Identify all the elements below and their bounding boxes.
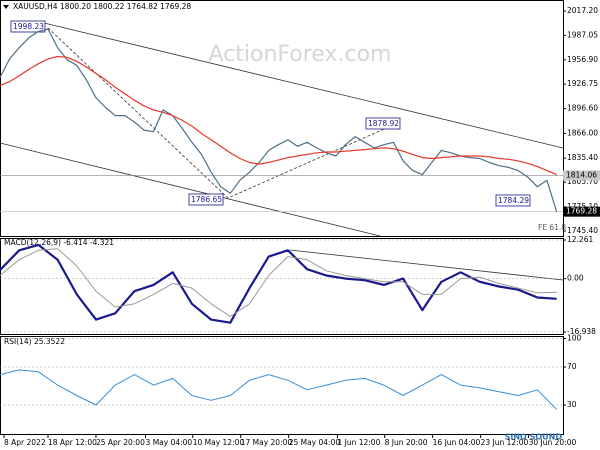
y-tick-label: 1866.00	[567, 128, 598, 137]
series-line	[0, 243, 557, 324]
y-tick-label: -16.938	[567, 327, 596, 336]
label-box	[365, 117, 401, 130]
price-tag	[563, 206, 600, 217]
channel-lower	[0, 142, 381, 237]
price-tag	[563, 170, 600, 181]
annotation: 1786.65	[191, 195, 222, 204]
logo: SINO SOUND	[505, 433, 563, 442]
label-box	[188, 193, 224, 206]
annotations: 1998.23 1786.65 1878.92 1784.29 FE 61.8	[10, 20, 566, 232]
label-box	[495, 194, 531, 207]
price-panel	[0, 0, 564, 237]
x-tick-label: 1 Jun 12:00	[337, 438, 380, 447]
x-tick-label: 25 Apr 20:00	[96, 438, 145, 447]
annotation: 1784.29	[498, 196, 529, 205]
x-tick-label: 23 Jun 12:00	[481, 438, 529, 447]
y-tick-label: 2017.20	[567, 6, 598, 15]
x-tick-label: 10 May 12:00	[193, 438, 245, 447]
y-tick-label: 70	[567, 362, 577, 371]
price-tag-label: 1814.06	[566, 170, 597, 179]
x-tick-label: 25 May 04:00	[289, 438, 341, 447]
y-tick-label: 1896.60	[567, 104, 598, 113]
annotation: 1878.92	[368, 119, 399, 128]
x-tick-label: 16 Jun 04:00	[433, 438, 481, 447]
y-tick-label: 1987.05	[567, 30, 598, 39]
y-tick-label: 0.00	[567, 274, 584, 283]
macd-panel	[0, 238, 564, 335]
annotation: FE 61.8	[538, 223, 566, 232]
channel-upper	[39, 21, 564, 149]
y-tick-label: 1775.10	[567, 202, 598, 211]
rsi-panel	[0, 336, 564, 435]
x-tick-label: 17 May 20:00	[241, 438, 293, 447]
y-tick-label: 1805.70	[567, 177, 598, 186]
x-tick-label: 8 Jun 20:00	[385, 438, 428, 447]
y-tick-label: 1745.40	[567, 226, 598, 235]
y-tick-label: 1835.40	[567, 153, 598, 162]
series-line	[0, 55, 557, 176]
x-tick-label: 8 Apr 2022	[4, 438, 46, 447]
chart-title: XAUUSD,H4 1800.20 1800.22 1764.82 1769.2…	[13, 2, 191, 11]
annotation: 1998.23	[13, 22, 44, 31]
y-tick-label: 12.261	[567, 235, 593, 244]
x-tick-label: 18 Apr 12:00	[48, 438, 97, 447]
y-tick-label: 30	[567, 400, 577, 409]
x-tick-label: 3 May 04:00	[146, 438, 193, 447]
y-tick-label: 1956.90	[567, 55, 598, 64]
rsi-title: RSI(14) 25.3522	[4, 337, 65, 346]
series-line	[0, 248, 557, 317]
y-tick-label: 100	[567, 334, 582, 343]
series-line	[0, 369, 557, 410]
watermark: ActionForex.com	[209, 42, 392, 67]
price-tag-label: 1769.28	[566, 207, 597, 216]
x-tick-label: 30 Jun 20:00	[529, 438, 577, 447]
label-box	[10, 20, 46, 33]
menu-arrow	[3, 5, 9, 9]
macd-title: MACD(12,26,9) -6.414 -4.321	[4, 238, 114, 247]
y-tick-label: 1926.75	[567, 79, 598, 88]
macd-trend	[289, 249, 564, 281]
